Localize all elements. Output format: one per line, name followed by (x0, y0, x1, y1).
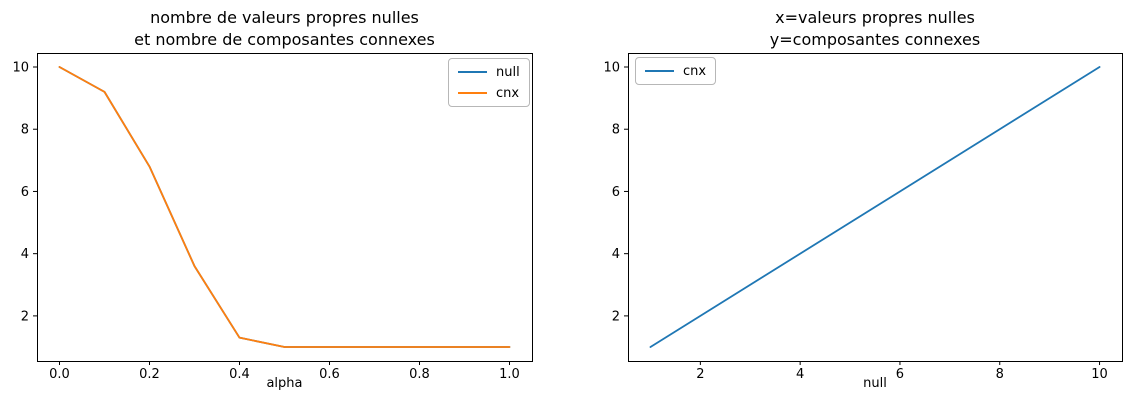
x-tick-label: 8 (996, 367, 1004, 382)
legend-label-cnx: cnx (496, 85, 520, 101)
x-tick-label: 2 (696, 367, 704, 382)
legend-item-null: null (458, 63, 520, 81)
series-line-null (58, 66, 511, 348)
x-tick-label: 0.2 (139, 367, 160, 382)
legend-label-null: null (496, 64, 520, 80)
x-tick-label: 0.6 (319, 367, 340, 382)
y-tick-label: 10 (12, 61, 29, 76)
y-tick-label: 2 (612, 309, 620, 324)
x-tick-label: 0.0 (49, 367, 70, 382)
y-tick-label: 6 (612, 185, 620, 200)
y-tick-label: 8 (612, 123, 620, 138)
x-tick-label: 0.4 (229, 367, 250, 382)
series-line-cnx (58, 66, 511, 348)
legend-item-cnx-right: cnx (645, 62, 706, 80)
null-line-swatch (458, 71, 487, 73)
right-chart-title: x=valeurs propres nulles y=composantes c… (769, 8, 981, 49)
y-tick-label: 4 (21, 247, 29, 262)
cnx-line-swatch (645, 70, 674, 72)
axes-frame (37, 53, 533, 362)
y-tick-label: 8 (21, 123, 29, 138)
y-tick-label: 10 (603, 61, 620, 76)
x-tick-label: 6 (896, 367, 904, 382)
left-x-axis-label: alpha (266, 376, 303, 391)
legend-item-cnx: cnx (458, 84, 520, 102)
right-x-axis-label: null (863, 376, 887, 391)
axes-frame (628, 53, 1123, 362)
y-tick-label: 6 (21, 185, 29, 200)
left-legend: null cnx (448, 58, 530, 107)
y-tick-label: 2 (21, 309, 29, 324)
cnx-line-swatch (458, 92, 487, 94)
series-line-cnx (649, 66, 1101, 348)
x-tick-label: 0.8 (409, 367, 430, 382)
right-legend: cnx (635, 57, 717, 85)
legend-label-cnx-right: cnx (683, 63, 707, 79)
x-tick-label: 4 (796, 367, 804, 382)
x-tick-label: 10 (1091, 367, 1108, 382)
left-chart-title: nombre de valeurs propres nulles et nomb… (134, 8, 435, 49)
x-tick-label: 1.0 (499, 367, 520, 382)
y-tick-label: 4 (612, 247, 620, 262)
